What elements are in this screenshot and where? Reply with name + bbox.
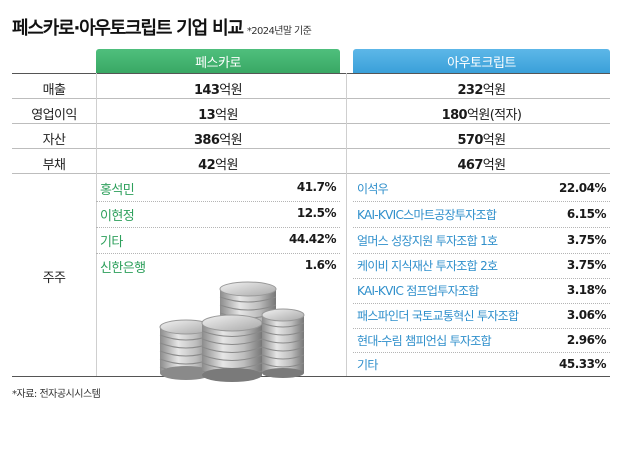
autocrypt-shareholder-name: KAI-KVIC스마트공장투자조합 bbox=[357, 208, 497, 222]
dotted-divider bbox=[353, 352, 610, 353]
table-top-rule bbox=[12, 73, 610, 74]
value-number: 13 bbox=[198, 108, 216, 123]
autocrypt-shareholder-pct: 22.04% bbox=[559, 181, 606, 195]
autocrypt-shareholder-name: KAI-KVIC 점프업투자조합 bbox=[357, 284, 479, 298]
dotted-divider bbox=[353, 227, 610, 228]
autocrypt-revenue: 232억원 bbox=[353, 79, 610, 98]
autocrypt-shareholder-pct: 3.75% bbox=[566, 258, 607, 272]
row-label-assets: 자산 bbox=[42, 133, 66, 148]
value-number: 42 bbox=[198, 158, 216, 173]
coin-stack-right bbox=[261, 308, 305, 378]
title-block: 페스카로·아우토크립트 기업 비교 *2024년말 기준 bbox=[12, 14, 312, 44]
value-number: 143 bbox=[193, 83, 220, 98]
row-divider bbox=[12, 173, 610, 174]
pescaro-operating-profit: 13억원 bbox=[96, 104, 340, 123]
coin-stack-front bbox=[201, 314, 263, 382]
pescaro-revenue: 143억원 bbox=[96, 79, 340, 98]
value-unit: 억원(적자) bbox=[466, 108, 522, 123]
autocrypt-shareholder-pct: 2.96% bbox=[566, 333, 607, 347]
dotted-divider bbox=[353, 328, 610, 329]
pescaro-shareholder-pct: 1.6% bbox=[304, 258, 337, 272]
value-unit: 억원 bbox=[219, 83, 243, 98]
pescaro-shareholder-name: 신한은행 bbox=[100, 261, 146, 276]
value-number: 570 bbox=[457, 133, 483, 148]
value-unit: 억원 bbox=[482, 158, 506, 173]
value-unit: 억원 bbox=[482, 83, 506, 98]
autocrypt-liabilities: 467억원 bbox=[353, 154, 610, 173]
row-divider bbox=[12, 98, 610, 99]
pescaro-shareholder-name: 기타 bbox=[100, 235, 123, 250]
page-title: 페스카로·아우토크립트 기업 비교 bbox=[12, 18, 244, 39]
value-number: 180 bbox=[441, 108, 468, 123]
column-header-pescaro: 페스카로 bbox=[96, 49, 340, 73]
autocrypt-shareholder-name: 패스파인더 국토교통혁신 투자조합 bbox=[357, 309, 519, 323]
autocrypt-operating-profit: 180억원(적자) bbox=[353, 104, 610, 123]
column-header-autocrypt: 아우토크립트 bbox=[353, 49, 610, 73]
autocrypt-shareholder-name: 이석우 bbox=[357, 182, 389, 196]
value-number: 467 bbox=[457, 158, 483, 173]
row-label-operating-profit: 영업이익 bbox=[31, 108, 77, 123]
autocrypt-shareholder-pct: 3.75% bbox=[566, 233, 607, 247]
source-note: *자료: 전자공시시스템 bbox=[12, 389, 101, 400]
autocrypt-assets: 570억원 bbox=[353, 129, 610, 148]
row-label-revenue: 매출 bbox=[42, 83, 66, 98]
dotted-divider bbox=[96, 227, 340, 228]
dotted-divider bbox=[96, 253, 340, 254]
value-unit: 억원 bbox=[215, 108, 238, 123]
row-label-liabilities: 부채 bbox=[42, 158, 66, 173]
column-divider bbox=[346, 73, 347, 376]
autocrypt-shareholder-pct: 6.15% bbox=[566, 207, 607, 221]
dotted-divider bbox=[353, 303, 610, 304]
value-unit: 억원 bbox=[482, 133, 506, 148]
value-unit: 억원 bbox=[219, 133, 243, 148]
row-divider bbox=[12, 123, 610, 124]
value-number: 232 bbox=[457, 83, 483, 98]
column-divider bbox=[96, 73, 97, 376]
pescaro-liabilities: 42억원 bbox=[96, 154, 340, 173]
pescaro-shareholder-name: 홍석민 bbox=[100, 183, 135, 198]
pescaro-shareholder-pct: 41.7% bbox=[296, 180, 337, 194]
dotted-divider bbox=[353, 278, 610, 279]
pescaro-shareholder-pct: 44.42% bbox=[289, 232, 336, 246]
date-note: *2024년말 기준 bbox=[246, 26, 312, 37]
table-bottom-rule bbox=[12, 376, 610, 377]
dotted-divider bbox=[353, 201, 610, 202]
pescaro-shareholder-name: 이현정 bbox=[100, 209, 135, 224]
pescaro-assets: 386억원 bbox=[96, 129, 340, 148]
autocrypt-shareholder-name: 얼머스 성장지원 투자조합 1호 bbox=[357, 234, 498, 248]
autocrypt-shareholder-pct: 45.33% bbox=[559, 357, 606, 371]
coin-stack-illustration bbox=[159, 281, 305, 382]
row-divider bbox=[12, 148, 610, 149]
dotted-divider bbox=[353, 253, 610, 254]
pescaro-shareholder-pct: 12.5% bbox=[296, 206, 337, 220]
autocrypt-shareholder-name: 케이비 지식재산 투자조합 2호 bbox=[357, 259, 498, 273]
autocrypt-shareholder-name: 기타 bbox=[357, 358, 378, 372]
value-unit: 억원 bbox=[215, 158, 238, 173]
dotted-divider bbox=[96, 201, 340, 202]
row-label-shareholders: 주주 bbox=[42, 271, 66, 286]
autocrypt-shareholder-pct: 3.06% bbox=[566, 308, 607, 322]
autocrypt-shareholder-name: 현대-수림 챔피언십 투자조합 bbox=[357, 334, 492, 348]
autocrypt-shareholder-pct: 3.18% bbox=[566, 283, 607, 297]
value-number: 386 bbox=[193, 133, 220, 148]
